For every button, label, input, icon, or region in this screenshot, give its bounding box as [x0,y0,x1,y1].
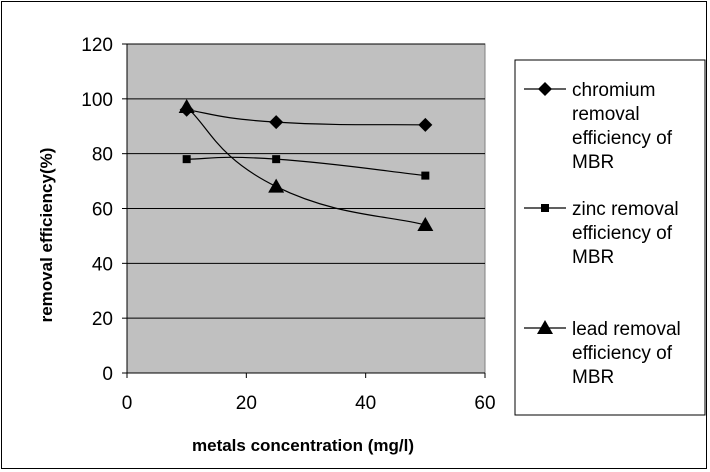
legend-marker-square [541,204,549,212]
y-tick-labels: 0 20 40 60 80 100 120 [81,35,113,385]
x-axis-title: metals concentration (mg/l) [192,436,414,455]
data-point-diamond [418,117,433,132]
legend-label-line: MBR [572,367,614,388]
legend-label-line: chromium [572,80,655,101]
legend-marker-triangle [537,320,553,334]
y-axis-title: removal efficiency(%) [37,148,56,323]
y-tick-label: 40 [92,254,113,275]
legend-label-line: efficiency of [572,128,673,149]
series-markers [178,99,434,231]
y-tick-label: 100 [81,90,113,111]
legend-marker-diamond [538,82,552,96]
series-line [186,109,426,126]
legend-label: chromium removal efficiency of MBR [572,80,673,173]
x-tick-label: 40 [355,393,376,414]
data-point-triangle [417,216,434,231]
axes [122,43,486,378]
data-point-triangle [268,178,285,193]
legend-label: lead removal efficiency of MBR [572,319,681,388]
x-tick-label: 20 [236,393,257,414]
x-tick-label: 60 [474,393,495,414]
legend-label-line: MBR [572,152,614,173]
y-tick-label: 20 [92,309,113,330]
y-tick-label: 80 [92,145,113,166]
data-point-square [272,155,281,164]
legend-label: zinc removal efficiency of MBR [572,199,679,268]
legend-label-line: removal [572,104,640,125]
data-point-square [182,155,191,164]
legend-label-line: zinc removal [572,199,679,220]
legend-box [514,59,706,416]
data-point-triangle [178,99,195,114]
gridlines [127,43,485,319]
y-tick-label: 0 [102,364,113,385]
x-tick-label: 0 [122,393,133,414]
data-point-square [421,171,430,180]
x-tick-labels: 0 20 40 60 [122,393,496,414]
y-tick-label: 120 [81,35,113,56]
legend-label-line: lead removal [572,319,681,340]
series-line [186,156,426,177]
legend-label-line: efficiency of [572,343,673,364]
legend-label-line: MBR [572,247,614,268]
legend-label-line: efficiency of [572,223,673,244]
y-tick-label: 60 [92,200,113,221]
data-point-diamond [269,115,284,130]
